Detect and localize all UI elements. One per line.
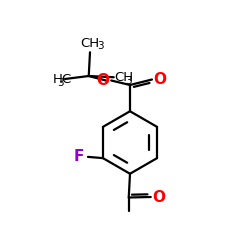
Text: F: F [73, 150, 84, 164]
Text: H: H [53, 72, 63, 86]
Text: 3: 3 [98, 41, 104, 51]
Text: CH: CH [114, 71, 134, 84]
Text: 3: 3 [57, 78, 64, 88]
Text: CH: CH [80, 37, 100, 50]
Text: 3: 3 [125, 76, 132, 86]
Text: O: O [153, 72, 166, 87]
Text: O: O [152, 190, 165, 204]
Text: O: O [96, 73, 110, 88]
Text: C: C [62, 72, 71, 86]
